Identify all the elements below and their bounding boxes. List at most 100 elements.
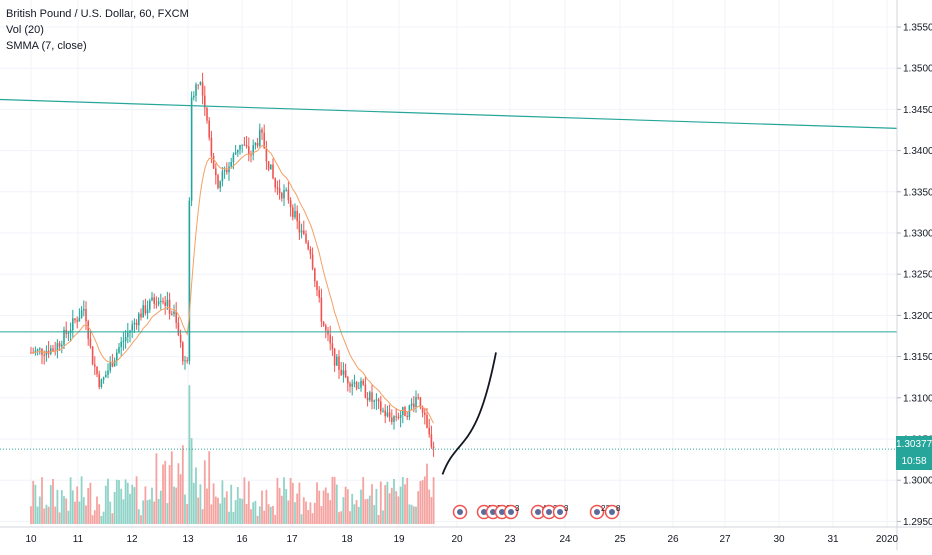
time-axis-label: 20 [451, 534, 463, 545]
volume-bar [47, 506, 50, 524]
candle-body [98, 374, 100, 388]
candle-body [34, 350, 37, 353]
candle-body [157, 301, 160, 305]
candle-body [208, 120, 210, 138]
drawings[interactable] [0, 98, 898, 475]
volume-bar [63, 496, 65, 524]
candle-body [78, 317, 81, 322]
volume-bar [388, 493, 391, 524]
volume-bar [335, 484, 338, 524]
candle-body [210, 137, 213, 157]
flag-icon-center [499, 509, 505, 515]
volume-bar [137, 509, 140, 524]
candle-body [80, 310, 83, 318]
flag-icon-center [508, 509, 514, 515]
candle-body [362, 380, 364, 385]
candle-body [223, 170, 226, 172]
event-count-label: 8 [616, 504, 621, 513]
chart-legend: British Pound / U.S. Dollar, 60, FXCM Vo… [6, 6, 189, 54]
candle-body [294, 210, 296, 218]
trend-line [0, 98, 898, 129]
volume-bar [98, 504, 101, 524]
volume-bar [410, 504, 413, 524]
volume-bar [430, 497, 433, 524]
candle-body [232, 154, 235, 162]
time-axis-label: 23 [504, 534, 516, 545]
candle-body [263, 132, 265, 149]
candle-body [353, 382, 356, 384]
volume-bar [153, 501, 156, 524]
volume-bar [265, 489, 268, 524]
candle-body [195, 84, 197, 96]
volume-bar [298, 482, 301, 524]
candle-body [177, 322, 180, 335]
flag-icon-center [535, 509, 541, 515]
candle-body [380, 401, 382, 412]
volume-bar [179, 474, 182, 524]
price-axis-label: 1.32000 [903, 311, 932, 322]
volume-bar [188, 385, 191, 524]
candle-body [428, 427, 430, 435]
smma-indicator-label[interactable]: SMMA (7, close) [6, 40, 87, 52]
candle-body [252, 145, 254, 155]
candle-body [318, 290, 320, 298]
candle-body [406, 416, 408, 418]
volume-bar [164, 460, 167, 524]
volume-bar [296, 493, 299, 524]
volume-bar [34, 484, 37, 524]
event-markers[interactable]: 8723423238 [452, 504, 622, 520]
symbol-title[interactable]: British Pound / U.S. Dollar, 60, FXCM [6, 8, 189, 20]
volume-indicator-label[interactable]: Vol (20) [6, 24, 44, 36]
candle-body [333, 348, 336, 366]
volume-bar [324, 487, 327, 524]
candle-body [72, 318, 74, 331]
event-count-label: 3 [564, 504, 569, 513]
volume-bar [432, 477, 435, 524]
volume-bar [157, 498, 160, 524]
volume-bar [307, 510, 310, 524]
volume-bar [129, 493, 131, 524]
candle-body [373, 400, 375, 402]
volume-bar [212, 483, 215, 524]
candle-body [142, 305, 144, 318]
volume-bar [54, 506, 57, 524]
candle-body [331, 343, 334, 349]
candle-body [241, 144, 243, 146]
time-axis-label: 10 [25, 534, 37, 545]
volume-bar [353, 504, 356, 524]
candle-body [127, 332, 129, 337]
time-axis-label: 26 [667, 534, 679, 545]
candle-body [107, 370, 109, 375]
candle-body [186, 360, 188, 362]
price-axis-label: 1.33000 [903, 229, 932, 240]
time-axis-label: 18 [341, 534, 353, 545]
volume-bar [87, 488, 90, 524]
volume-bar [85, 505, 87, 524]
time-axis-label: 30 [773, 534, 785, 545]
candle-body [386, 412, 389, 417]
time-axis-label: 11 [73, 534, 84, 545]
volume-bar [366, 498, 369, 524]
volume-bar [274, 514, 277, 524]
price-axis-label: 1.32500 [903, 270, 932, 281]
price-axis-label: 1.34500 [903, 105, 932, 116]
volume-bar [140, 515, 142, 524]
candle-body [349, 383, 351, 387]
time-axis-label: 13 [182, 534, 194, 545]
price-axis-label: 1.34000 [903, 146, 932, 157]
candle-body [74, 318, 76, 321]
candle-body [338, 356, 340, 370]
candle-body [221, 171, 224, 182]
candle-body [309, 248, 312, 255]
time-axis-label: 31 [827, 534, 839, 545]
candle-body [395, 416, 397, 418]
candle-body [371, 392, 373, 402]
volume-bar [280, 495, 283, 524]
volume-bar [155, 453, 158, 524]
candle-body [109, 362, 111, 371]
candle-body [120, 341, 122, 348]
candle-body [287, 189, 290, 201]
candle-body [182, 342, 184, 362]
